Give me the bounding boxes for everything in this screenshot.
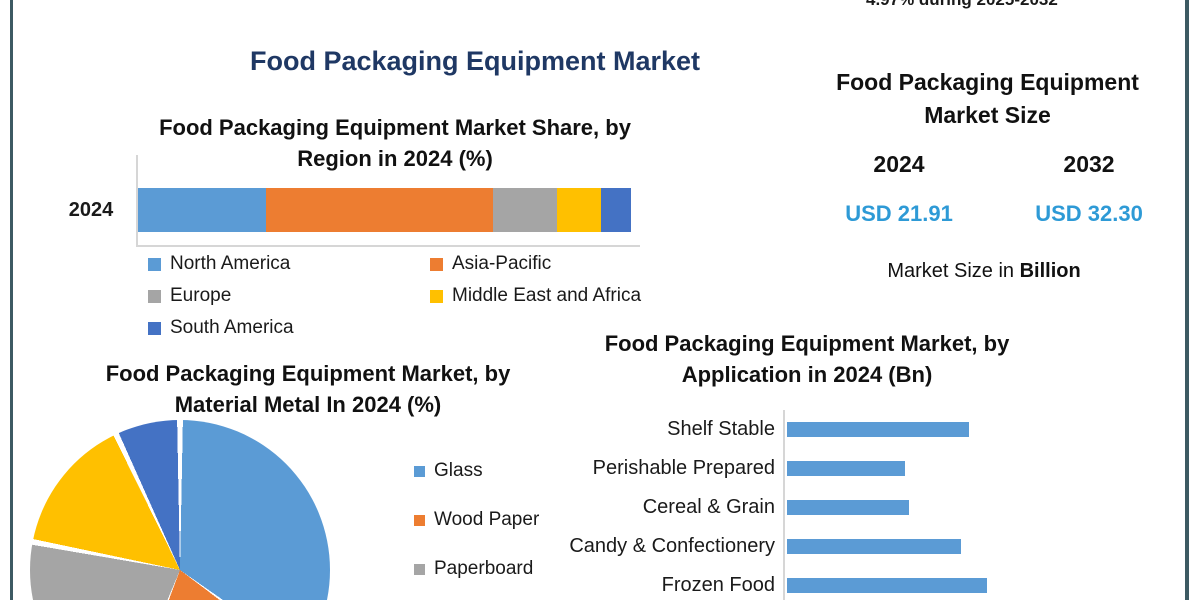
application-bar-zone	[783, 410, 1186, 449]
material-legend-label: Glass	[434, 460, 483, 481]
region-legend-label: Middle East and Africa	[452, 285, 642, 306]
application-bar-zone	[783, 566, 1186, 600]
application-bar-frozen-food	[787, 578, 987, 593]
application-row-shelf-stable: Shelf Stable	[560, 410, 1186, 449]
market-size-year-2032: 2032	[1063, 151, 1115, 177]
market-size-year-2024: 2024	[873, 151, 925, 177]
application-label-frozen-food: Frozen Food	[661, 574, 775, 596]
page-title: Food Packaging Equipment Market	[249, 46, 701, 76]
region-legend-label: North America	[170, 253, 291, 274]
market-size-value-2024: USD 21.91	[845, 201, 953, 226]
market-size-value-2032: USD 32.30	[1035, 201, 1143, 226]
application-bar-shelf-stable	[787, 422, 969, 437]
application-row-perishable-prepared: Perishable Prepared	[560, 449, 1186, 488]
region-legend-item-middle-east-and-africa: Middle East and Africa	[430, 285, 688, 307]
application-label-candy-confectionery: Candy & Confectionery	[569, 535, 775, 557]
region-legend: North America Asia-Pacific Europe Middle Ea…	[148, 253, 688, 339]
material-chart-title: Food Packaging Equipment Market, by Mate…	[105, 361, 511, 417]
region-legend-item-north-america: North America	[148, 253, 430, 275]
application-bar-chart: Shelf Stable Perishable Prepared Cereal & …	[560, 410, 1186, 600]
region-legend-swatch-asia-pacific	[430, 257, 443, 271]
application-label-perishable-prepared: Perishable Prepared	[592, 457, 775, 479]
region-x-axis-line	[136, 245, 640, 247]
region-y-axis-line	[136, 155, 138, 247]
market-size-caption-unit: Billion	[1019, 260, 1081, 282]
application-row-frozen-food: Frozen Food	[560, 566, 1186, 600]
application-row-cereal-grain: Cereal & Grain	[560, 488, 1186, 527]
region-legend-label: Asia-Pacific	[452, 253, 552, 274]
application-bar-zone	[783, 527, 1186, 566]
region-legend-item-asia-pacific: Asia-Pacific	[430, 253, 688, 275]
frame-border-left	[10, 0, 13, 600]
region-legend-swatch-europe	[148, 289, 161, 303]
application-bar-cereal-grain	[787, 500, 909, 515]
region-legend-swatch-middle-east-and-africa	[430, 289, 443, 303]
material-legend-swatch-wood-paper	[414, 514, 425, 526]
material-pie	[30, 420, 330, 600]
market-size-caption: Market Size in Billion	[834, 260, 1134, 283]
application-bar-candy-confectionery	[787, 539, 961, 554]
region-bar-segment-north-america	[138, 188, 267, 232]
market-size-title: Food Packaging Equipment Market Size	[836, 69, 1139, 128]
region-legend-item-south-america: South America	[148, 317, 430, 339]
region-bar-segment-south-america	[601, 188, 631, 232]
region-legend-swatch-south-america	[148, 321, 161, 335]
application-label-shelf-stable: Shelf Stable	[667, 418, 775, 440]
region-legend-item-europe: Europe	[148, 285, 430, 307]
region-bar-segment-middle-east-and-africa	[557, 188, 602, 232]
material-legend-swatch-paperboard	[414, 563, 425, 575]
application-bar-zone	[783, 488, 1186, 527]
material-legend-swatch-glass	[414, 465, 425, 477]
application-bar-perishable-prepared	[787, 461, 905, 476]
material-legend-label: Wood Paper	[434, 509, 540, 530]
region-bar-segment-europe	[492, 188, 558, 232]
material-legend: Glass Wood Paper Paperboard	[414, 460, 539, 580]
region-category-label: 2024	[68, 199, 114, 221]
material-legend-item-glass: Glass	[414, 460, 539, 482]
market-size-caption-prefix: Market Size in	[887, 260, 1020, 282]
material-legend-label: Paperboard	[434, 558, 534, 579]
application-chart-title: Food Packaging Equipment Market, by Appl…	[604, 331, 1010, 387]
top-right-partial-text: 4.97% during 2025-2032	[866, 0, 1058, 10]
region-bar-segment-asia-pacific	[266, 188, 493, 232]
frame-border-right	[1185, 0, 1189, 600]
application-bar-zone	[783, 449, 1186, 488]
application-label-cereal-grain: Cereal & Grain	[642, 496, 775, 518]
region-chart-title: Food Packaging Equipment Market Share, b…	[159, 115, 631, 171]
region-legend-label: South America	[170, 317, 294, 338]
material-legend-item-wood-paper: Wood Paper	[414, 509, 539, 531]
material-legend-item-paperboard: Paperboard	[414, 558, 539, 580]
region-legend-label: Europe	[170, 285, 232, 306]
region-legend-swatch-north-america	[148, 257, 161, 271]
application-row-candy-confectionery: Candy & Confectionery	[560, 527, 1186, 566]
region-stacked-bar	[138, 188, 631, 232]
